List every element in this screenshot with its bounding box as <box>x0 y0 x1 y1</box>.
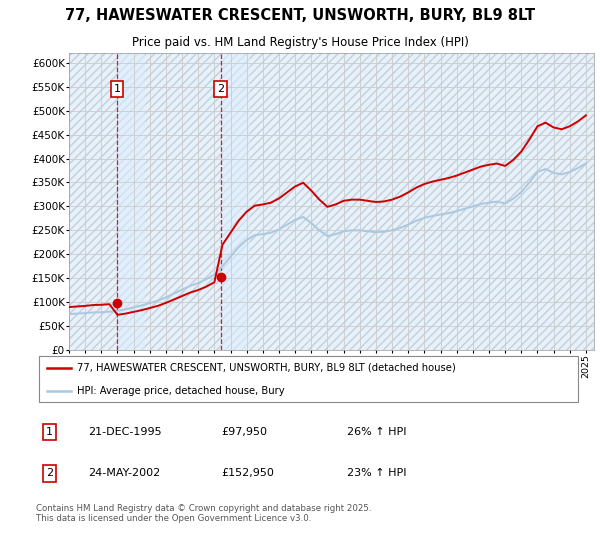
Text: 77, HAWESWATER CRESCENT, UNSWORTH, BURY, BL9 8LT: 77, HAWESWATER CRESCENT, UNSWORTH, BURY,… <box>65 7 535 22</box>
Text: 2: 2 <box>217 84 224 94</box>
Text: 2: 2 <box>46 469 53 478</box>
Text: 24-MAY-2002: 24-MAY-2002 <box>88 469 160 478</box>
Text: £152,950: £152,950 <box>221 469 275 478</box>
Text: 77, HAWESWATER CRESCENT, UNSWORTH, BURY, BL9 8LT (detached house): 77, HAWESWATER CRESCENT, UNSWORTH, BURY,… <box>77 362 456 372</box>
Bar <box>221 53 250 350</box>
Bar <box>117 53 145 350</box>
Text: 1: 1 <box>46 427 53 437</box>
Text: HPI: Average price, detached house, Bury: HPI: Average price, detached house, Bury <box>77 386 284 396</box>
Text: 26% ↑ HPI: 26% ↑ HPI <box>347 427 407 437</box>
Text: £97,950: £97,950 <box>221 427 268 437</box>
Text: Price paid vs. HM Land Registry's House Price Index (HPI): Price paid vs. HM Land Registry's House … <box>131 36 469 49</box>
Text: 1: 1 <box>113 84 121 94</box>
Text: Contains HM Land Registry data © Crown copyright and database right 2025.
This d: Contains HM Land Registry data © Crown c… <box>36 504 371 524</box>
Text: 23% ↑ HPI: 23% ↑ HPI <box>347 469 407 478</box>
FancyBboxPatch shape <box>39 356 578 402</box>
Text: 21-DEC-1995: 21-DEC-1995 <box>88 427 161 437</box>
